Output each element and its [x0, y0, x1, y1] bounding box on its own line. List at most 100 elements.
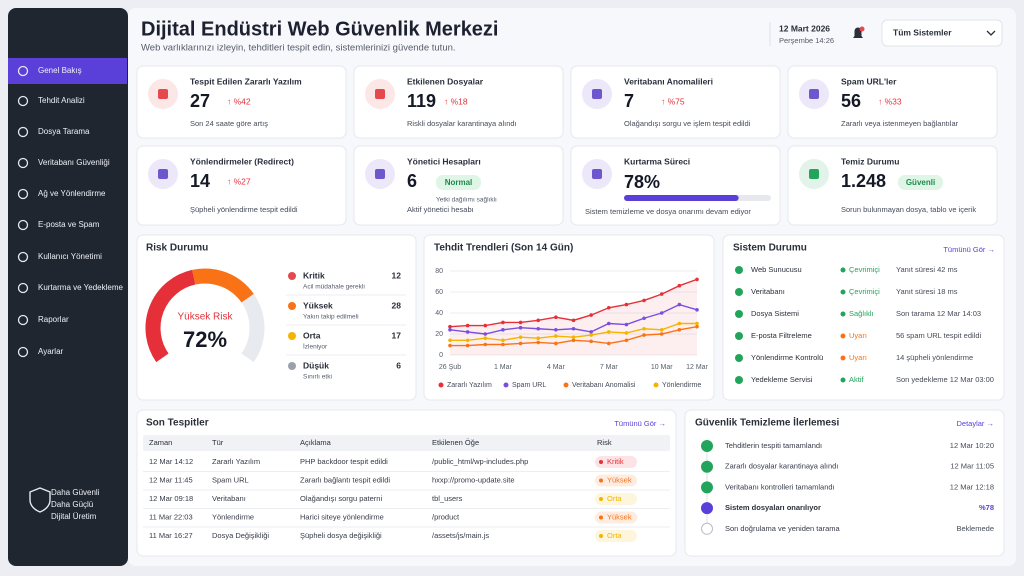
step-time: 12 Mar 11:05 — [950, 462, 994, 471]
risk-label: Kritik — [607, 457, 624, 466]
footer-line: Daha Güvenli — [51, 488, 100, 497]
card — [136, 65, 347, 139]
panel-title: Risk Durumu — [146, 243, 208, 254]
link[interactable]: Tümünü Gör → — [943, 245, 995, 254]
point — [536, 326, 541, 331]
point — [483, 332, 488, 336]
service-detail: Yanıt süresi 42 ms — [896, 265, 958, 274]
risk-dot — [599, 497, 603, 501]
table-cell: Dosya Değişikliği — [212, 531, 269, 540]
nav-item[interactable]: Ağ ve Yönlendirme — [38, 189, 106, 198]
card-glyph — [592, 169, 602, 179]
point — [501, 320, 505, 325]
footer-line: Dijital Üretim — [51, 512, 97, 521]
nav-icon — [17, 219, 29, 231]
point — [501, 342, 505, 347]
point — [606, 330, 611, 334]
risk-score: 72% — [183, 327, 227, 352]
point — [659, 292, 664, 296]
badge-label: Güvenli — [906, 178, 935, 187]
card-note: Riskli dosyalar karantinaya alındı — [407, 119, 517, 128]
table-cell: Şüpheli dosya değişikliği — [300, 531, 382, 540]
panel-title: Tehdit Trendleri (Son 14 Gün) — [434, 243, 573, 254]
risk-level: Yüksek Risk — [177, 312, 233, 323]
risk-dot — [599, 515, 603, 520]
point — [448, 328, 452, 332]
badge-label: Normal — [445, 178, 473, 187]
step-icon — [701, 522, 713, 535]
step-text: Zararlı dosyalar karantinaya alındı — [725, 462, 838, 471]
point — [606, 321, 611, 326]
nav-item[interactable]: Genel Bakış — [38, 66, 82, 75]
table-cell: Harici siteye yönlendirme — [300, 512, 384, 521]
check-icon — [735, 310, 743, 318]
point — [677, 302, 682, 307]
point — [465, 323, 470, 328]
card-title: Spam URL'ler — [841, 76, 897, 86]
point — [554, 315, 558, 320]
step-time: Beklemede — [956, 524, 994, 533]
step-icon — [701, 440, 713, 452]
point — [465, 343, 470, 348]
level-dot — [288, 272, 296, 280]
step-text: Sistem dosyaları onarılıyor — [725, 503, 821, 512]
table-cell: Zararlı Yazılım — [212, 457, 260, 466]
legend-label: Spam URL — [512, 382, 546, 389]
point — [536, 336, 541, 341]
nav-item[interactable]: Tehdit Analizi — [38, 96, 85, 105]
nav-icon — [17, 126, 29, 138]
table-cell: hxxp://promo-update.site — [432, 475, 515, 484]
risk-dot — [599, 478, 603, 483]
nav-icon — [17, 157, 29, 169]
card-title: Tespit Edilen Zararlı Yazılım — [190, 76, 302, 86]
check-icon — [735, 376, 743, 384]
point — [571, 338, 576, 343]
nav-item[interactable]: Ayarlar — [38, 347, 64, 356]
nav-item[interactable]: E-posta ve Spam — [38, 220, 100, 229]
card-value: 119 — [407, 91, 436, 111]
nav-item[interactable]: Kurtarma ve Yedekleme — [38, 283, 123, 292]
card-note: Son 24 saate göre artış — [190, 119, 268, 128]
nav-icon — [17, 65, 29, 77]
nav-item[interactable]: Kullanıcı Yönetimi — [38, 252, 102, 261]
risk-label: Orta — [607, 531, 622, 540]
risk-dot — [599, 460, 603, 464]
system-select-label[interactable]: Tüm Sistemler — [893, 27, 952, 37]
point — [624, 331, 629, 335]
point — [518, 341, 523, 346]
point — [554, 328, 558, 332]
level-name: Kritik — [303, 270, 325, 280]
point — [571, 326, 576, 331]
column-header: Zaman — [149, 438, 172, 447]
link[interactable]: Tümünü Gör → — [614, 419, 666, 428]
point — [536, 318, 541, 323]
card-value: 27 — [190, 91, 210, 111]
card — [570, 65, 781, 139]
point — [536, 340, 541, 345]
status-dot — [840, 355, 846, 361]
x-tick-label: 10 Mar — [651, 364, 673, 371]
table-cell: 12 Mar 14:12 — [149, 457, 193, 466]
level-desc: Sınırlı etki — [303, 374, 332, 381]
card-title: Etkilenen Dosyalar — [407, 76, 484, 86]
service-name: Dosya Sistemi — [751, 309, 799, 318]
nav-item[interactable]: Dosya Tarama — [38, 127, 90, 136]
point — [642, 333, 646, 337]
point — [659, 328, 664, 332]
x-tick-label: 26 Şub — [439, 364, 461, 371]
nav-item[interactable]: Veritabanı Güvenliği — [38, 158, 110, 167]
footer-shield — [29, 487, 51, 513]
service-name: Yönlendirme Kontrolü — [751, 353, 823, 362]
card — [136, 145, 347, 226]
system-select[interactable] — [881, 19, 1003, 47]
risk-pill — [595, 493, 637, 505]
card-note: Aktif yönetici hesabı — [407, 205, 474, 214]
level-name: Yüksek — [303, 300, 333, 310]
panel-title: Sistem Durumu — [733, 243, 807, 254]
nav-item[interactable]: Raporlar — [38, 315, 69, 324]
link[interactable]: Detaylar → — [956, 419, 994, 428]
card-title: Temiz Durumu — [841, 156, 899, 166]
point — [677, 328, 682, 332]
risk-pill — [595, 530, 637, 542]
service-name: E-posta Filtreleme — [751, 331, 812, 340]
